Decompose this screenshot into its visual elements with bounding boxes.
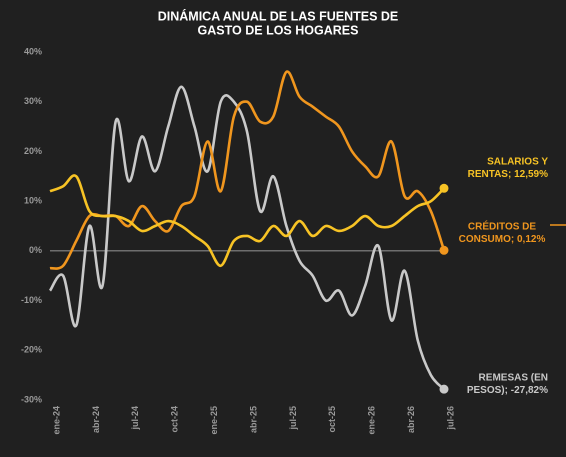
y-tick-label: -30%	[21, 394, 42, 404]
series-line	[49, 174, 445, 268]
series-annotation: PESOS); -27,82%	[467, 385, 548, 396]
x-tick-label: abr-26	[406, 406, 416, 433]
y-tick-label: -10%	[21, 295, 42, 305]
end-point	[439, 245, 449, 255]
x-tick-label: oct-24	[170, 406, 180, 433]
y-tick-label: 40%	[24, 46, 42, 56]
series-annotation: RENTAS; 12,59%	[468, 169, 549, 180]
series-annotation: REMESAS (EN	[479, 373, 548, 384]
end-point	[439, 183, 449, 193]
chart-title: GASTO DE LOS HOGARES	[198, 23, 359, 37]
series-annotation: CONSUMO; 0,12%	[459, 234, 546, 245]
x-tick-label: abr-25	[248, 406, 258, 433]
chart-title: DINÁMICA ANUAL DE LAS FUENTES DE	[158, 8, 399, 23]
y-tick-label: 0%	[29, 245, 42, 255]
x-tick-label: ene-26	[367, 406, 377, 435]
x-tick-label: abr-24	[91, 406, 101, 433]
y-tick-label: 30%	[24, 96, 42, 106]
series-line	[48, 85, 445, 391]
y-tick-label: -20%	[21, 345, 42, 355]
x-tick-label: ene-25	[209, 406, 219, 435]
end-point	[439, 384, 449, 394]
x-tick-label: ene-24	[51, 406, 61, 435]
series-annotation: SALARIOS Y	[487, 157, 548, 168]
x-tick-label: jul-24	[130, 406, 140, 431]
x-tick-label: oct-25	[327, 406, 337, 433]
series-annotation: CRÉDITOS DE	[468, 220, 536, 233]
x-tick-label: jul-25	[288, 406, 298, 431]
x-tick-label: jul-26	[445, 406, 455, 431]
y-tick-label: 10%	[24, 196, 42, 206]
y-tick-label: 20%	[24, 146, 42, 156]
